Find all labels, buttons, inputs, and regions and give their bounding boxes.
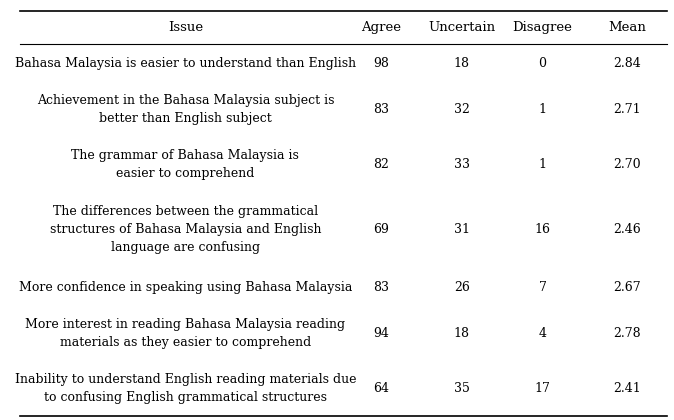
Text: 17: 17 (534, 382, 551, 395)
Text: The differences between the grammatical
structures of Bahasa Malaysia and Englis: The differences between the grammatical … (50, 205, 321, 255)
Text: 18: 18 (454, 57, 470, 70)
Text: 32: 32 (454, 103, 470, 116)
Text: 2.71: 2.71 (613, 103, 640, 116)
Text: 2.70: 2.70 (613, 158, 640, 171)
Text: Disagree: Disagree (513, 21, 572, 34)
Text: 0: 0 (539, 57, 547, 70)
Text: Mean: Mean (608, 21, 646, 34)
Text: The grammar of Bahasa Malaysia is
easier to comprehend: The grammar of Bahasa Malaysia is easier… (71, 149, 299, 180)
Text: 1: 1 (539, 158, 547, 171)
Text: 94: 94 (373, 327, 389, 340)
Text: Achievement in the Bahasa Malaysia subject is
better than English subject: Achievement in the Bahasa Malaysia subje… (36, 94, 334, 125)
Text: More confidence in speaking using Bahasa Malaysia: More confidence in speaking using Bahasa… (19, 281, 352, 294)
Text: 33: 33 (454, 158, 470, 171)
Text: 2.41: 2.41 (613, 382, 641, 395)
Text: 2.84: 2.84 (613, 57, 641, 70)
Text: Uncertain: Uncertain (428, 21, 495, 34)
Text: 18: 18 (454, 327, 470, 340)
Text: 82: 82 (373, 158, 389, 171)
Text: Issue: Issue (168, 21, 203, 34)
Text: 98: 98 (373, 57, 389, 70)
Text: 35: 35 (454, 382, 470, 395)
Text: 83: 83 (373, 281, 389, 294)
Text: 64: 64 (373, 382, 389, 395)
Text: More interest in reading Bahasa Malaysia reading
materials as they easier to com: More interest in reading Bahasa Malaysia… (26, 318, 345, 349)
Text: 26: 26 (454, 281, 470, 294)
Text: 31: 31 (454, 223, 470, 236)
Text: Bahasa Malaysia is easier to understand than English: Bahasa Malaysia is easier to understand … (15, 57, 356, 70)
Text: 4: 4 (539, 327, 547, 340)
Text: 16: 16 (534, 223, 551, 236)
Text: 1: 1 (539, 103, 547, 116)
Text: 2.78: 2.78 (613, 327, 640, 340)
Text: 69: 69 (373, 223, 389, 236)
Text: 2.46: 2.46 (613, 223, 641, 236)
Text: 83: 83 (373, 103, 389, 116)
Text: 7: 7 (539, 281, 547, 294)
Text: 2.67: 2.67 (613, 281, 640, 294)
Text: Agree: Agree (361, 21, 401, 34)
Text: Inability to understand English reading materials due
to confusing English gramm: Inability to understand English reading … (15, 373, 356, 404)
